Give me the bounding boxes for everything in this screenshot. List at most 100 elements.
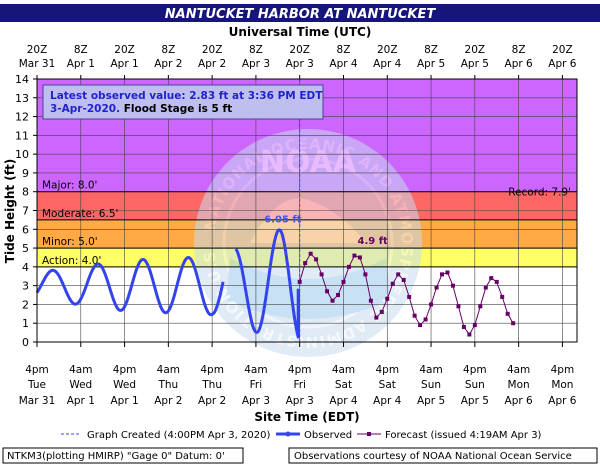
forecast-point xyxy=(450,283,455,288)
x-tick-label-day: Wed xyxy=(113,379,136,391)
y-tick-label: 5 xyxy=(22,242,29,255)
forecast-point xyxy=(418,323,423,328)
x-tick-label-date: Apr 4 xyxy=(373,395,402,407)
bottom-axis-ticks: 4pm Tue Mar 31 4am Wed Apr 1 4pm Wed Apr 1 4am Thu… xyxy=(19,342,577,407)
forecast-point xyxy=(429,302,434,307)
x-tick-label-date: Apr 1 xyxy=(110,395,138,407)
top-tick-label-time: 8Z xyxy=(161,44,175,56)
forecast-point xyxy=(357,255,362,260)
y-tick-label: 8 xyxy=(22,186,29,199)
forecast-point xyxy=(445,270,450,275)
x-tick-label-time: 4pm xyxy=(551,364,575,376)
x-tick-label-time: 4pm xyxy=(463,364,487,376)
top-tick-label-date: Apr 3 xyxy=(242,58,270,70)
latest-value-date-line: 3-Apr-2020. Flood Stage is 5 ft xyxy=(50,103,232,115)
top-tick-label-date: Apr 2 xyxy=(198,58,226,70)
record-marker: Record: 7.9' xyxy=(508,187,571,199)
peak-annotations: 6.05 ft 4.9 ft xyxy=(264,214,388,247)
x-tick-label-day: Thu xyxy=(157,379,178,391)
observed-line-segment xyxy=(234,228,300,339)
top-axis-title: Universal Time (UTC) xyxy=(229,25,372,39)
forecast-point xyxy=(303,261,308,266)
y-tick-label: 11 xyxy=(15,129,29,142)
y-tick-label: 6 xyxy=(22,223,29,236)
x-tick-label-time: 4pm xyxy=(113,364,137,376)
top-tick-label-date: Apr 5 xyxy=(417,58,445,70)
forecast-point xyxy=(494,279,499,284)
forecast-point xyxy=(500,294,505,299)
legend-graph-created-label: Graph Created (4:00PM Apr 3, 2020) xyxy=(87,430,270,441)
latest-value-box-bg xyxy=(42,84,324,120)
forecast-point xyxy=(346,264,351,269)
forecast-point xyxy=(456,304,461,309)
forecast-point xyxy=(407,294,412,299)
x-tick-label-time: 4pm xyxy=(200,364,224,376)
y-tick-label: 12 xyxy=(15,111,29,124)
top-tick-label-date: Apr 3 xyxy=(286,58,314,70)
x-tick-label-day: Sat xyxy=(379,379,396,391)
y-axis-label: Tide Height (ft) xyxy=(3,159,17,263)
forecast-point xyxy=(467,332,472,337)
y-tick-label: 7 xyxy=(22,205,29,218)
forecast-point xyxy=(385,296,390,301)
footer-credit: Observations courtesy of NOAA National O… xyxy=(294,451,572,462)
latest-value-box: Latest observed value: 2.83 ft at 3:36 P… xyxy=(42,84,324,120)
legend: Graph Created (4:00PM Apr 3, 2020) Obser… xyxy=(61,430,542,441)
top-tick-label-date: Apr 1 xyxy=(67,58,95,70)
top-tick-label-date: Mar 31 xyxy=(19,58,56,70)
label-moderate: Moderate: 6.5' xyxy=(42,208,118,220)
forecast-point xyxy=(483,285,488,290)
forecast-point xyxy=(352,253,357,258)
x-tick-label-time: 4pm xyxy=(25,364,49,376)
y-tick-label: 2 xyxy=(22,298,29,311)
x-tick-label-time: 4am xyxy=(332,364,355,376)
x-tick-label-day: Sun xyxy=(465,379,485,391)
forecast-point xyxy=(401,278,406,283)
y-tick-label: 4 xyxy=(22,261,29,274)
forecast-point xyxy=(368,298,373,303)
y-tick-label: 10 xyxy=(15,148,29,161)
x-tick-label-date: Apr 2 xyxy=(154,395,182,407)
x-tick-label-day: Thu xyxy=(201,379,222,391)
top-tick-label-time: 8Z xyxy=(249,44,263,56)
x-tick-label-time: 4am xyxy=(157,364,180,376)
top-tick-label-time: 8Z xyxy=(74,44,88,56)
top-tick-label-time: 20Z xyxy=(377,44,398,56)
x-tick-label-date: Apr 2 xyxy=(198,395,226,407)
x-tick-label-day: Tue xyxy=(27,379,46,391)
footer-right-box xyxy=(288,447,598,464)
y-tick-label: 3 xyxy=(22,280,29,293)
x-tick-label-day: Fri xyxy=(250,379,263,391)
forecast-point xyxy=(412,313,417,318)
top-tick-label-date: Apr 2 xyxy=(154,58,182,70)
observed-series xyxy=(35,228,300,339)
x-tick-label-date: Apr 4 xyxy=(329,395,358,407)
x-tick-label-date: Apr 5 xyxy=(461,395,489,407)
x-tick-label-time: 4am xyxy=(244,364,267,376)
x-tick-label-time: 4am xyxy=(507,364,530,376)
forecast-point xyxy=(478,304,483,309)
y-tick-label: 14 xyxy=(15,73,29,86)
latest-value-text: Latest observed value: 2.83 ft at 3:36 P… xyxy=(50,90,323,102)
forecast-point xyxy=(434,285,439,290)
top-tick-label-date: Apr 6 xyxy=(548,58,577,70)
forecast-point xyxy=(489,276,494,281)
y-tick-label: 13 xyxy=(15,92,29,105)
footer-station-info: NTKM3(plotting HMIRP) "Gage 0" Datum: 0' xyxy=(7,451,225,462)
legend-forecast-marker xyxy=(367,432,371,436)
x-tick-label-day: Sat xyxy=(335,379,352,391)
top-tick-label-time: 20Z xyxy=(27,44,48,56)
record-label: Record: 7.9' xyxy=(508,187,571,199)
forecast-series xyxy=(297,251,516,337)
footer-left-box xyxy=(2,447,244,464)
forecast-point xyxy=(374,315,379,320)
label-minor: Minor: 5.0' xyxy=(42,236,98,248)
forecast-point xyxy=(511,321,516,326)
forecast-point xyxy=(396,272,401,277)
forecast-point xyxy=(319,272,324,277)
x-tick-label-date: Apr 1 xyxy=(67,395,95,407)
forecast-point xyxy=(308,251,313,256)
forecast-point xyxy=(314,257,319,262)
forecast-line xyxy=(299,252,514,336)
